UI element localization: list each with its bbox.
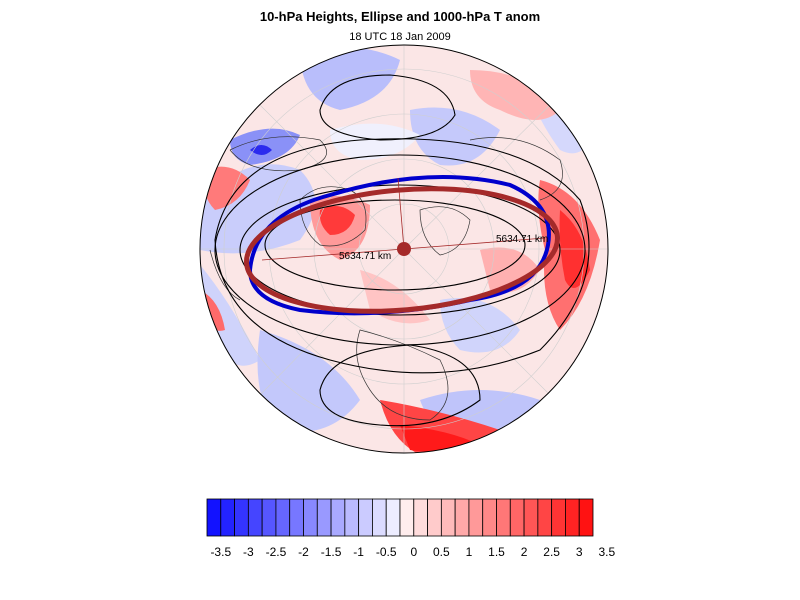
colorbar-tick-label: -3: [243, 545, 254, 559]
distance-label-east: 5634.71 km: [496, 234, 548, 245]
vortex-edge-contour: [247, 175, 551, 316]
colorbar-tick-label: 0: [410, 545, 417, 559]
ellipse-center-marker: [397, 242, 411, 256]
minor-axis-line: [397, 177, 405, 250]
globe-outline: [199, 44, 609, 454]
distance-label-west: 5634.71 km: [339, 251, 391, 262]
colorbar-box: [358, 498, 373, 537]
colorbar-box: [537, 498, 553, 537]
colorbar-box: [468, 498, 484, 537]
colorbar-boxes: [206, 498, 594, 537]
colorbar-tick-label: 1.5: [488, 545, 505, 559]
colorbar-box: [234, 498, 249, 537]
colorbar-box: [330, 498, 346, 537]
colorbar-box: [399, 498, 415, 537]
colorbar-tick-label: 0.5: [433, 545, 450, 559]
colorbar-tick-label: 3: [576, 545, 583, 559]
colorbar-tick-label: -1: [353, 545, 364, 559]
colorbar-box: [482, 498, 497, 537]
colorbar-box: [496, 498, 511, 537]
colorbar-tick-label: -3.5: [210, 545, 231, 559]
colorbar-tick-label: 3.5: [598, 545, 615, 559]
colorbar-box: [509, 498, 525, 537]
coastlines: [209, 136, 563, 421]
fitted-ellipse: [244, 186, 560, 314]
colorbar-labels: -3.5 -3 -2.5 -2 -1.5 -1 -0.5 0 0.5 1 1.5 2 2.5 3 3.5: [210, 545, 615, 559]
colorbar-box: [220, 498, 235, 537]
colorbar-box: [454, 498, 470, 537]
colorbar-box: [551, 498, 566, 537]
colorbar-box: [275, 498, 291, 537]
height-contours: [214, 74, 590, 427]
colorbar-tick-label: 2.5: [543, 545, 560, 559]
major-axis-line-west: [261, 248, 405, 261]
colorbar-box: [427, 498, 442, 537]
colorbar-tick-label: -0.5: [376, 545, 397, 559]
colorbar-box: [565, 498, 580, 537]
colorbar-tick-label: -2.5: [266, 545, 287, 559]
colorbar-box: [247, 498, 263, 537]
colorbar-box: [316, 498, 332, 537]
graticule-lines: [200, 45, 608, 453]
colorbar-box: [344, 498, 360, 537]
colorbar-tick-label: -2: [298, 545, 309, 559]
colorbar-tick-label: -1.5: [321, 545, 342, 559]
colorbar-box: [261, 498, 277, 537]
colorbar-tick-label: 1: [466, 545, 473, 559]
colorbar-box: [523, 498, 539, 537]
colorbar-box: [440, 498, 456, 537]
colorbar-box: [372, 498, 387, 537]
colorbar-box: [206, 498, 222, 537]
colorbar-box: [413, 498, 428, 537]
major-axis-line: [403, 237, 546, 250]
colorbar-tick-label: 2: [521, 545, 528, 559]
colorbar-box: [578, 498, 594, 537]
colorbar-box: [385, 498, 401, 537]
colorbar-box: [289, 498, 304, 537]
map-subtitle: 18 UTC 18 Jan 2009: [349, 31, 451, 43]
map-title: 10-hPa Heights, Ellipse and 1000-hPa T a…: [259, 9, 541, 24]
colorbar-box: [303, 498, 318, 537]
